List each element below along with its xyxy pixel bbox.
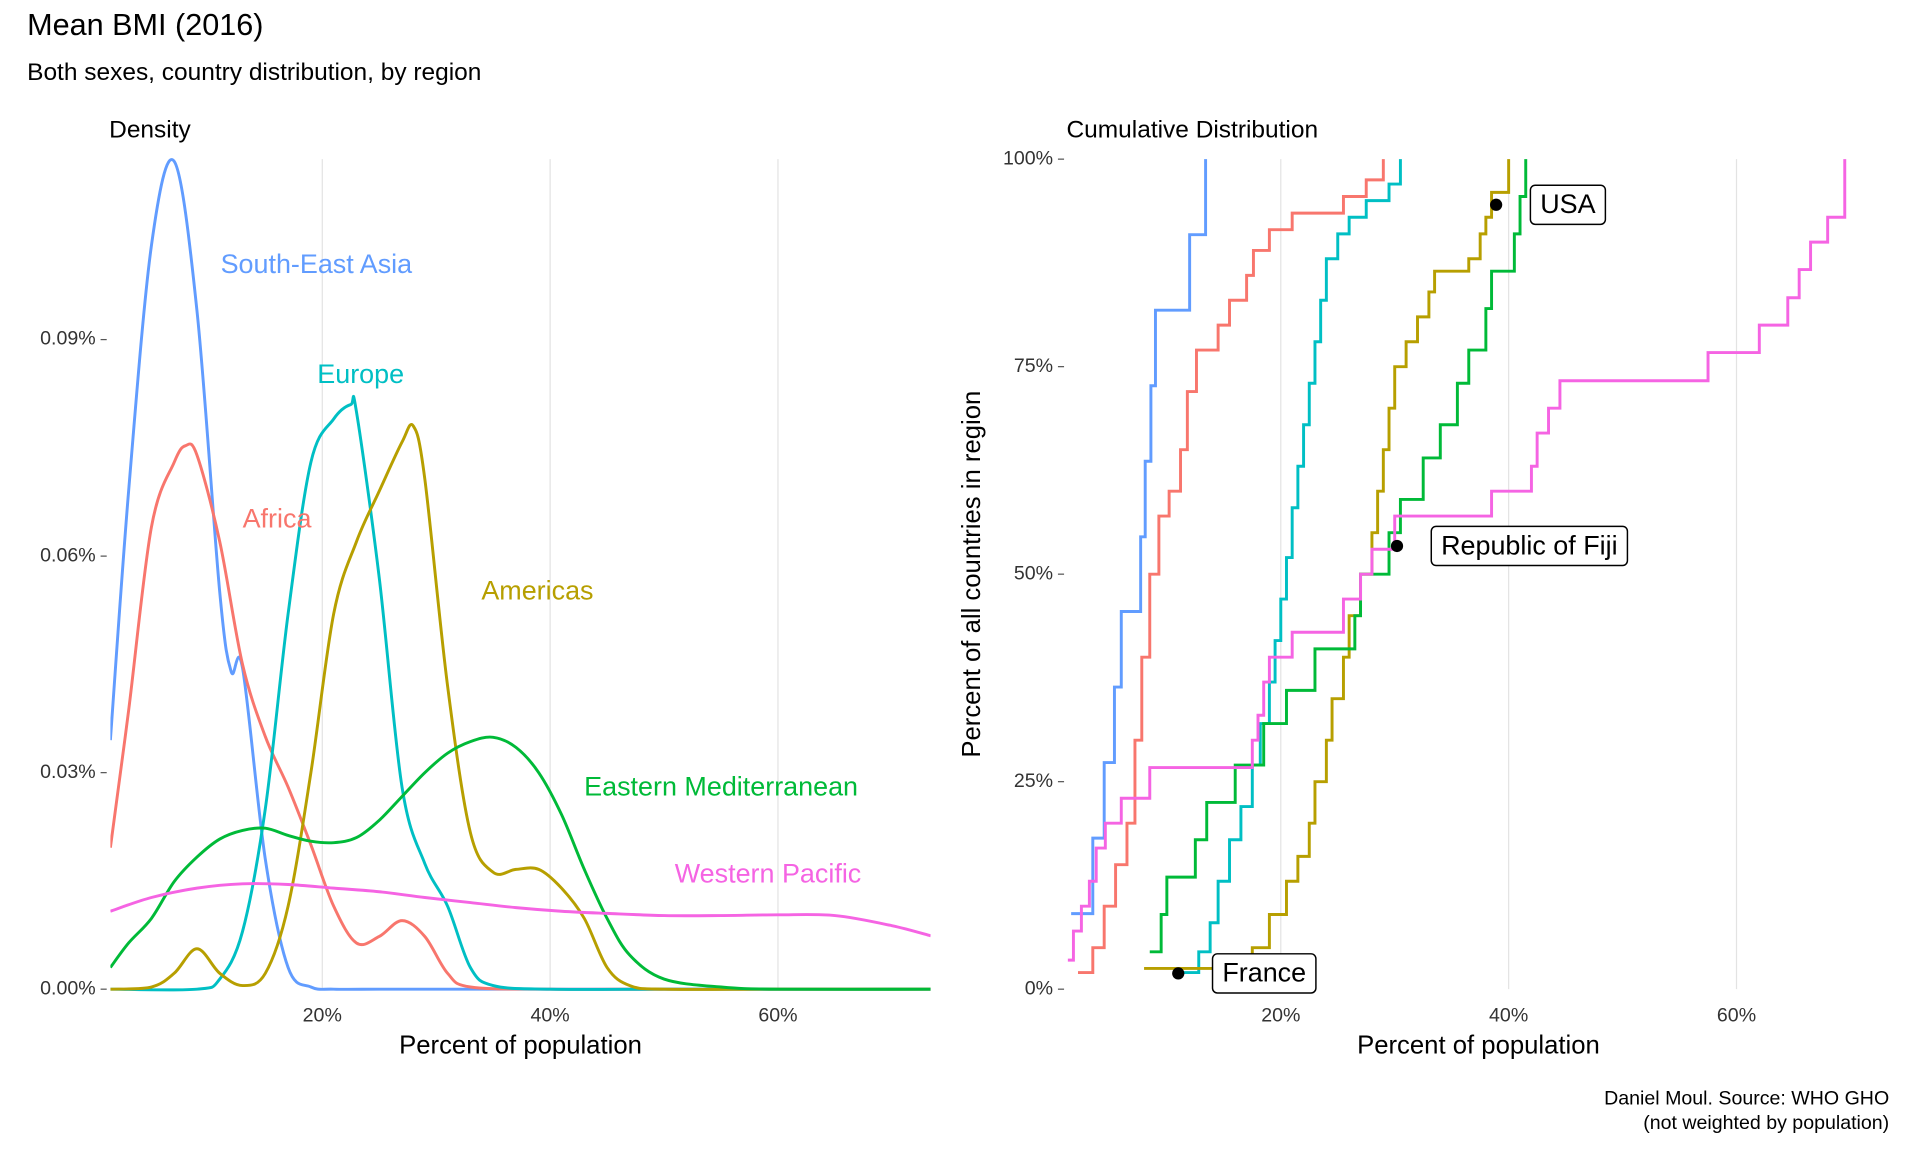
ecdf-line [1077, 159, 1385, 975]
panel-title: Density [109, 116, 191, 143]
density-line [110, 423, 931, 991]
density-line [110, 882, 931, 938]
caption: (not weighted by population) [1643, 1112, 1889, 1134]
y-tick-label: 25% [1014, 770, 1053, 792]
density-line [110, 395, 931, 992]
y-tick-label: 50% [1014, 562, 1053, 584]
x-tick-label: 60% [1717, 1004, 1756, 1026]
label-box [1529, 184, 1607, 226]
x-axis-label: Percent of population [1357, 1031, 1600, 1059]
series-label: Western Pacific [675, 858, 862, 888]
x-tick-label: 40% [1489, 1004, 1528, 1026]
y-tick-label: 0.00% [40, 977, 96, 999]
y-tick-label: 75% [1014, 355, 1053, 377]
highlight-point [1390, 539, 1404, 553]
density-line [110, 735, 931, 991]
x-tick-label: 40% [531, 1004, 570, 1026]
subtitle: Both sexes, country distribution, by reg… [27, 59, 481, 86]
label-box [1430, 525, 1629, 567]
ecdf-line [1183, 159, 1402, 975]
y-tick-label: 0.09% [40, 328, 96, 350]
ecdf-line [1149, 159, 1528, 954]
y-tick-label: 0% [1025, 977, 1053, 999]
series-label: Eastern Mediterranean [584, 772, 858, 802]
y-axis-label: Percent of all countries in region [958, 391, 986, 758]
series-label: Americas [481, 576, 593, 606]
highlight-point [1172, 967, 1185, 980]
series-label: Europe [317, 359, 404, 389]
y-tick-label: 0.03% [40, 761, 96, 783]
title: Mean BMI (2016) [27, 8, 263, 42]
x-tick-label: 60% [758, 1004, 797, 1026]
panel-title: Cumulative Distribution [1067, 116, 1319, 143]
ecdf-line [1067, 159, 1847, 962]
x-tick-label: 20% [1261, 1004, 1300, 1026]
y-tick-label: 0.06% [40, 544, 96, 566]
caption: Daniel Moul. Source: WHO GHO [1604, 1088, 1889, 1110]
x-axis-label: Percent of population [399, 1031, 642, 1059]
highlight-label: USA [1540, 189, 1595, 219]
ecdf-line [1144, 159, 1511, 970]
highlight-label: France [1222, 958, 1306, 988]
x-tick-label: 20% [303, 1004, 342, 1026]
highlight-label: Republic of Fiji [1441, 530, 1618, 560]
ecdf-line [1071, 159, 1208, 916]
plot-area [1067, 159, 1847, 975]
series-label: South-East Asia [221, 249, 413, 279]
series-label: Africa [243, 503, 312, 533]
label-box [1211, 953, 1317, 994]
y-tick-label: 100% [1003, 147, 1053, 169]
plot-area [110, 158, 931, 992]
highlight-point [1489, 198, 1503, 211]
